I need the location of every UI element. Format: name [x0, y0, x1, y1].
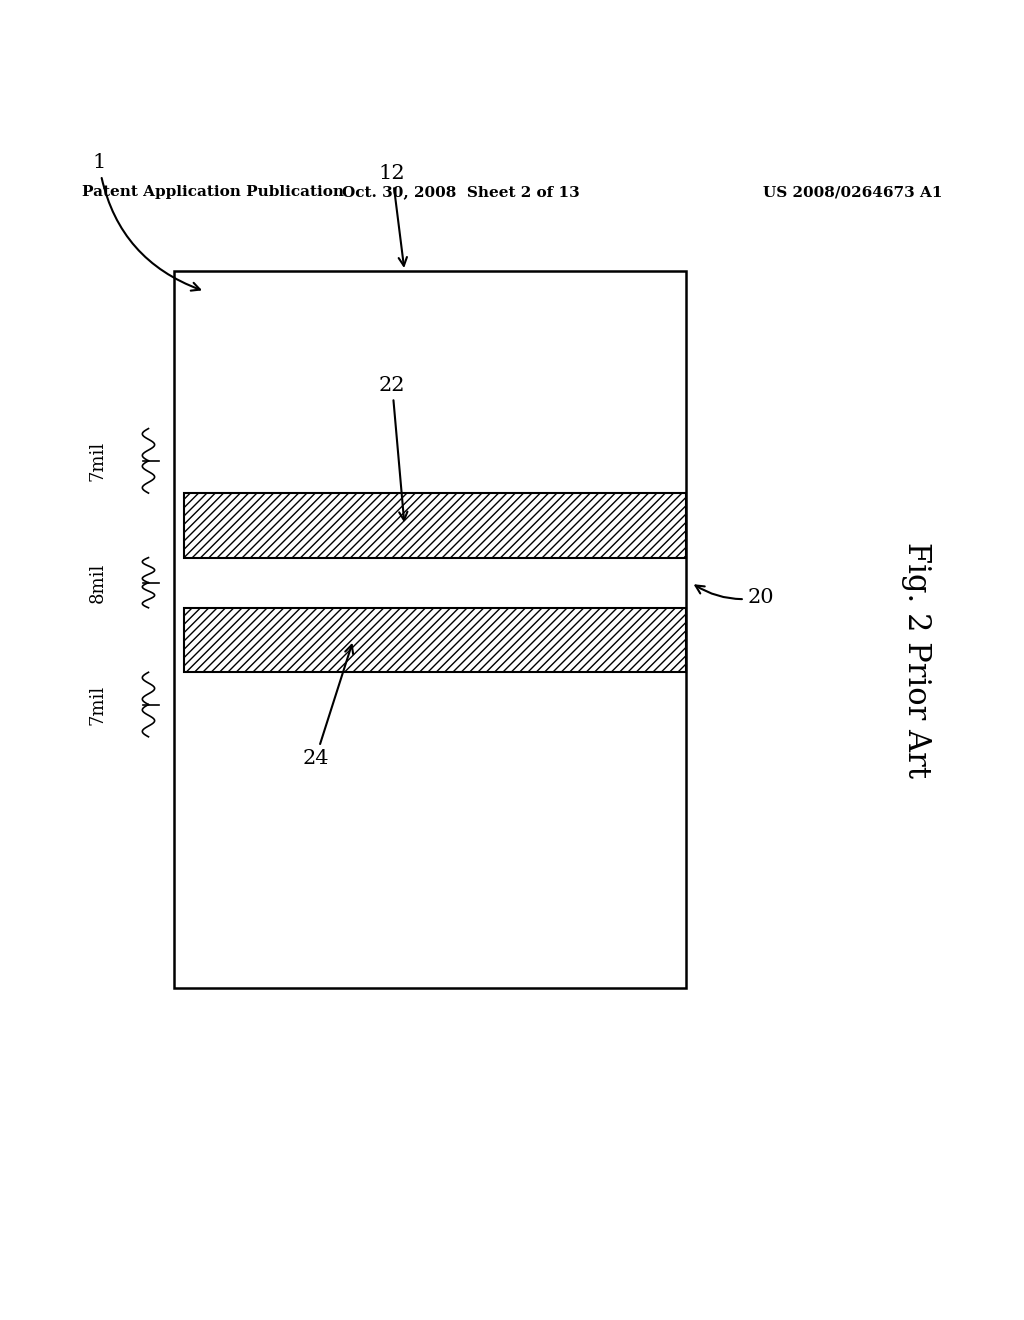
- Text: Fig. 2 Prior Art: Fig. 2 Prior Art: [901, 543, 932, 777]
- Bar: [184, 607, 686, 672]
- Bar: [174, 271, 686, 987]
- Text: 7mil: 7mil: [88, 684, 106, 725]
- Text: Patent Application Publication: Patent Application Publication: [82, 185, 344, 199]
- Text: 22: 22: [379, 376, 408, 520]
- Text: 7mil: 7mil: [88, 441, 106, 480]
- Text: 20: 20: [695, 586, 774, 607]
- Text: 1: 1: [92, 153, 200, 290]
- Text: Oct. 30, 2008  Sheet 2 of 13: Oct. 30, 2008 Sheet 2 of 13: [342, 185, 580, 199]
- Text: 8mil: 8mil: [88, 562, 106, 603]
- Text: 24: 24: [302, 645, 353, 768]
- Text: US 2008/0264673 A1: US 2008/0264673 A1: [763, 185, 942, 199]
- Text: 12: 12: [379, 164, 407, 265]
- Bar: [184, 494, 686, 557]
